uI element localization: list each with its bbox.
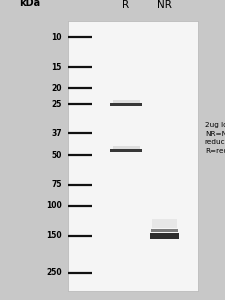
Bar	[152, 219, 177, 228]
Text: 2ug loading
NR=Non-
reduced
R=reduced: 2ug loading NR=Non- reduced R=reduced	[205, 122, 225, 154]
Bar	[112, 100, 140, 103]
Text: 20: 20	[51, 84, 62, 93]
Text: 15: 15	[52, 62, 62, 71]
Text: 50: 50	[52, 151, 62, 160]
Bar	[110, 149, 142, 152]
Text: 100: 100	[46, 201, 62, 210]
Bar	[150, 232, 179, 238]
Bar	[112, 146, 140, 149]
Text: 10: 10	[51, 33, 62, 42]
Text: 75: 75	[51, 180, 62, 189]
Text: 25: 25	[52, 100, 62, 109]
Text: R: R	[122, 1, 130, 10]
Text: 250: 250	[46, 268, 62, 278]
Text: 150: 150	[46, 231, 62, 240]
Text: 37: 37	[51, 129, 62, 138]
Text: NR: NR	[157, 1, 172, 10]
Text: kDa: kDa	[19, 0, 40, 8]
Bar	[110, 103, 142, 106]
Bar	[68, 21, 198, 291]
Bar	[151, 229, 178, 232]
